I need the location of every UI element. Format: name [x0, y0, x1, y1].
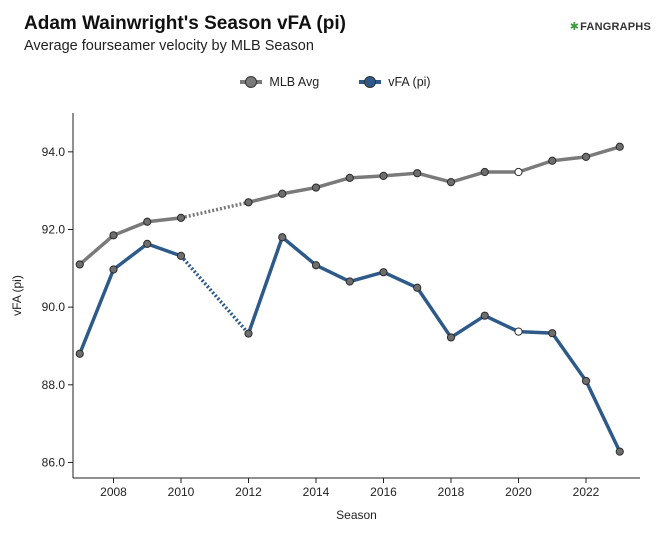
x-tick-label: 2014	[303, 485, 330, 499]
series-mlb-avg-segment	[449, 170, 487, 184]
series-mlb-avg-segment	[516, 159, 554, 174]
series-vfa-segment	[246, 235, 284, 336]
series-mlb-avg-segment	[550, 155, 588, 163]
series-mlb-avg-point	[514, 167, 523, 177]
series-mlb-avg-point	[109, 231, 118, 240]
series-mlb-avg-segment	[415, 171, 453, 184]
series-vfa-segment	[415, 285, 453, 340]
y-tick-label: 92.0	[42, 222, 66, 236]
series-vfa-point	[345, 277, 354, 286]
series-mlb-avg-segment	[280, 185, 318, 196]
legend-swatch-vfa	[359, 75, 382, 89]
legend-label-vfa: vFA (pi)	[388, 75, 431, 89]
series-vfa-point	[278, 233, 287, 242]
legend-label-mlb-avg: MLB Avg	[269, 75, 320, 89]
series-mlb-avg-point	[379, 171, 388, 181]
series-vfa-point	[615, 447, 624, 456]
y-tick-label: 94.0	[42, 145, 66, 159]
series-mlb-avg-point	[446, 178, 456, 187]
legend-item-mlb-avg[interactable]: MLB Avg	[240, 75, 319, 89]
series-mlb-avg-segment	[348, 174, 386, 180]
series-vfa-point	[413, 283, 422, 292]
series-vfa-segment	[78, 267, 116, 356]
y-tick-label: 88.0	[42, 378, 66, 392]
series-mlb-avg-point	[311, 183, 321, 192]
series-vfa-segment	[111, 242, 149, 272]
series-vfa-segment	[179, 254, 250, 335]
series-vfa-segment	[550, 331, 588, 383]
y-tick-label: 90.0	[42, 300, 66, 314]
series-vfa-point	[514, 327, 523, 336]
series-mlb-avg-point	[615, 142, 624, 151]
series-mlb-avg-point	[413, 169, 422, 178]
x-tick-label: 2022	[573, 485, 600, 499]
series-vfa-point	[109, 265, 118, 274]
series-mlb-avg-point	[143, 217, 152, 226]
x-tick-label: 2012	[235, 485, 262, 499]
x-tick-label: 2020	[505, 485, 532, 499]
x-tick-label: 2008	[100, 485, 127, 499]
series-mlb-avg-segment	[78, 233, 116, 267]
chart-title: Adam Wainwright's Season vFA (pi)	[24, 13, 346, 34]
series-vfa-point	[446, 333, 456, 342]
y-tick-label: 86.0	[42, 455, 66, 469]
chart-subtitle: Average fourseamer velocity by MLB Seaso…	[24, 38, 314, 54]
series-mlb-avg-point	[345, 173, 354, 182]
fangraphs-logo-icon: ✱	[569, 21, 580, 33]
series-mlb-avg-segment	[180, 200, 249, 220]
series-mlb-avg-point	[75, 260, 84, 269]
series-vfa-point	[581, 376, 591, 386]
legend-item-vfa[interactable]: vFA (pi)	[359, 75, 431, 89]
series-vfa-segment	[516, 329, 554, 335]
series-mlb-avg-segment	[584, 145, 622, 159]
series-vfa-segment	[280, 235, 318, 267]
series-vfa-point	[75, 349, 84, 358]
series-vfa-point	[480, 311, 489, 320]
x-tick-label: 2016	[370, 485, 397, 499]
fangraphs-logo[interactable]: ✱FANGRAPHS	[570, 20, 651, 33]
series-vfa-point	[143, 239, 152, 248]
series-vfa-segment	[483, 313, 521, 334]
series-vfa-segment	[348, 270, 386, 284]
series-vfa-point	[176, 251, 186, 260]
series-vfa-segment	[449, 313, 487, 340]
series-mlb-avg-point	[278, 189, 287, 198]
legend-swatch-mlb-avg	[240, 75, 263, 89]
series-vfa-point	[311, 261, 321, 270]
fangraphs-logo-text: FANGRAPHS	[580, 21, 651, 33]
series-mlb-avg-point	[176, 213, 186, 222]
legend: MLB Avg vFA (pi)	[0, 75, 671, 89]
series-mlb-avg-segment	[111, 219, 149, 238]
series-vfa-segment	[145, 242, 183, 258]
series-mlb-avg-point	[480, 167, 489, 177]
series-mlb-avg-segment	[381, 171, 419, 178]
series-vfa-segment	[314, 263, 352, 284]
y-axis-title: vFA (pi)	[10, 275, 24, 316]
series-mlb-avg-point	[548, 156, 557, 165]
x-tick-label: 2010	[168, 485, 195, 499]
series-mlb-avg-segment	[314, 176, 352, 190]
series-mlb-avg-point	[244, 198, 253, 207]
series-vfa-segment	[584, 379, 622, 454]
series-mlb-avg-segment	[145, 216, 183, 224]
series-vfa-point	[548, 329, 557, 338]
series-vfa-point	[379, 268, 388, 277]
x-axis-title: Season	[336, 508, 377, 522]
x-tick-label: 2018	[438, 485, 465, 499]
series-mlb-avg-point	[581, 152, 591, 161]
series-mlb-avg-segment	[246, 192, 284, 205]
series-vfa-segment	[381, 270, 419, 290]
series-vfa-point	[244, 329, 253, 338]
